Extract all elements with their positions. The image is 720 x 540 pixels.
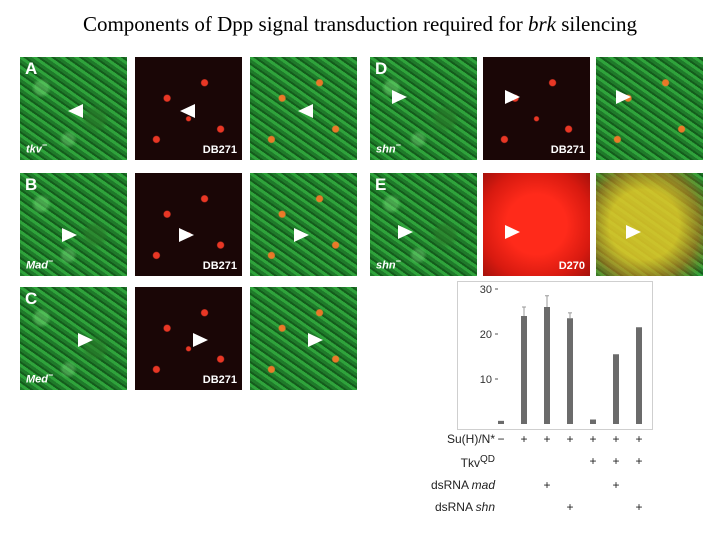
y-tick-label: 30 bbox=[480, 284, 492, 296]
arrowhead-icon bbox=[298, 104, 313, 118]
bar-chart: 10 20 30 bbox=[480, 284, 642, 424]
title-prefix: Components of Dpp signal transduction re… bbox=[82, 12, 528, 36]
title-gene: brk bbox=[527, 12, 556, 36]
genotype-label-d: shn− bbox=[376, 140, 401, 156]
bar-7 bbox=[636, 327, 642, 424]
arrowhead-icon bbox=[505, 90, 520, 104]
marker-label-b: DB271 bbox=[202, 260, 237, 272]
panel-c-red: DB271 bbox=[135, 287, 242, 390]
arrowhead-icon bbox=[398, 225, 413, 239]
condition-mark: + bbox=[543, 432, 551, 446]
arrowhead-icon bbox=[626, 225, 641, 239]
arrowhead-icon bbox=[505, 225, 520, 239]
panel-b-merge bbox=[250, 173, 357, 276]
condition-mark: + bbox=[612, 432, 620, 446]
genotype-label-c: Med− bbox=[26, 370, 54, 386]
arrowhead-icon bbox=[294, 228, 309, 242]
marker-label-c: DB271 bbox=[202, 374, 237, 386]
genotype-label-a: tkv− bbox=[26, 140, 48, 156]
arrowhead-icon bbox=[193, 333, 208, 347]
slide-title: Components of Dpp signal transduction re… bbox=[0, 12, 720, 37]
condition-mark: + bbox=[543, 478, 551, 492]
y-tick-label: 10 bbox=[480, 374, 492, 386]
bar-3 bbox=[544, 307, 550, 424]
arrowhead-icon bbox=[308, 333, 323, 347]
panel-b-red: DB271 bbox=[135, 173, 242, 276]
arrowhead-icon bbox=[62, 228, 77, 242]
panel-e-merge bbox=[596, 173, 703, 276]
condition-label: dsRNA shn bbox=[434, 500, 495, 514]
panel-letter-d: D bbox=[375, 59, 388, 78]
condition-mark: + bbox=[566, 432, 574, 446]
y-tick-label: 20 bbox=[480, 329, 492, 341]
condition-label: Su(H)/N* bbox=[446, 432, 495, 446]
condition-mark: + bbox=[589, 454, 597, 468]
panel-letter-c: C bbox=[25, 289, 38, 308]
condition-mark: + bbox=[612, 454, 620, 468]
bar-4 bbox=[567, 318, 573, 424]
panel-a-merge bbox=[250, 57, 357, 160]
condition-mark: + bbox=[612, 478, 620, 492]
panel-d-merge bbox=[596, 57, 703, 160]
panel-c-merge bbox=[250, 287, 357, 390]
bar-1 bbox=[498, 420, 504, 424]
condition-mark: + bbox=[635, 432, 643, 446]
condition-mark: − bbox=[497, 432, 505, 446]
panel-letter-e: E bbox=[375, 175, 387, 194]
genotype-label-b: Mad− bbox=[26, 256, 54, 272]
panel-e-green: E shn− bbox=[370, 173, 477, 276]
panel-c-green: C Med− bbox=[20, 287, 127, 390]
genotype-label-e: shn− bbox=[376, 256, 401, 272]
bar-6 bbox=[613, 354, 619, 424]
title-suffix: silencing bbox=[555, 12, 638, 36]
arrowhead-icon bbox=[78, 333, 93, 347]
panel-letter-a: A bbox=[25, 59, 38, 78]
panel-d-red: DB271 bbox=[483, 57, 590, 160]
bar-2 bbox=[521, 316, 527, 424]
arrowhead-icon bbox=[68, 104, 83, 118]
bar-5 bbox=[590, 419, 596, 424]
condition-label: dsRNA mad bbox=[430, 478, 495, 492]
panel-e-red: D270 bbox=[483, 173, 590, 276]
chart-frame bbox=[457, 281, 653, 430]
panel-a-green: A tkv− bbox=[20, 57, 127, 160]
panel-letter-b: B bbox=[25, 175, 38, 194]
arrowhead-icon bbox=[180, 104, 195, 118]
marker-label-a: DB271 bbox=[202, 144, 237, 156]
arrowhead-icon bbox=[392, 90, 407, 104]
condition-mark: + bbox=[589, 432, 597, 446]
panel-a-red: DB271 bbox=[135, 57, 242, 160]
condition-mark: + bbox=[520, 432, 528, 446]
condition-label: TkvQD bbox=[460, 454, 495, 470]
condition-mark: + bbox=[635, 454, 643, 468]
condition-mark: + bbox=[635, 500, 643, 514]
marker-label-e: D270 bbox=[558, 260, 585, 272]
panel-b-green: B Mad− bbox=[20, 173, 127, 276]
condition-mark: + bbox=[566, 500, 574, 514]
arrowhead-icon bbox=[179, 228, 194, 242]
marker-label-d: DB271 bbox=[550, 144, 585, 156]
arrowhead-icon bbox=[616, 90, 631, 104]
panel-d-green: D shn− bbox=[370, 57, 477, 160]
